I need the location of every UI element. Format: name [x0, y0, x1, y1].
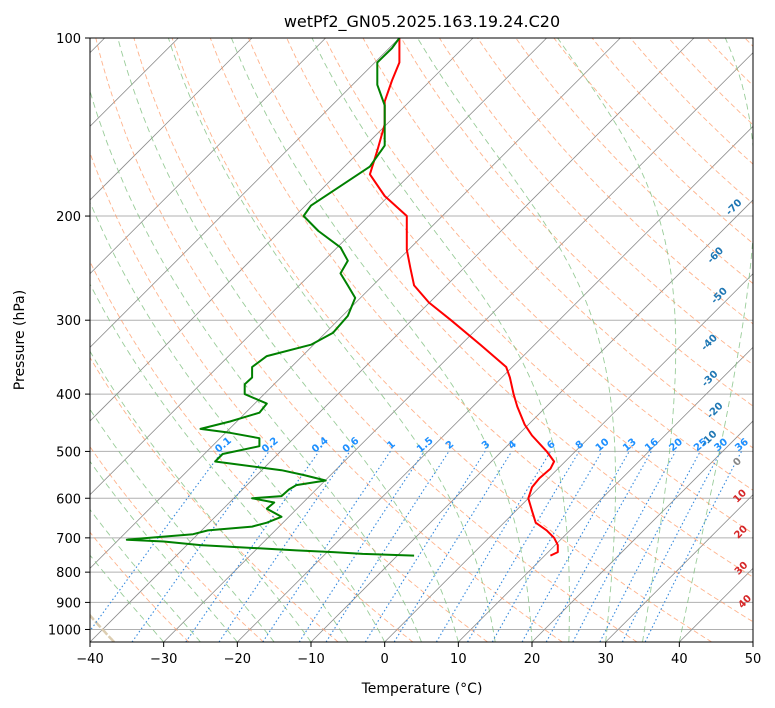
y-tick-label: 500: [56, 445, 81, 460]
mixing-ratio-line: [644, 451, 742, 642]
background-lines: [90, 38, 753, 642]
isotherm-line: [90, 38, 253, 201]
y-tick-label: 1000: [48, 623, 81, 638]
mixing-ratio-line: [131, 451, 270, 642]
isotherm-line: [90, 38, 326, 275]
moist-adiabat-line: [90, 89, 422, 642]
moist-adiabat-line: [311, 38, 570, 642]
x-tick-label: 20: [524, 652, 541, 667]
dry-adiabat-line: [95, 38, 563, 642]
x-tick-label: −30: [150, 652, 177, 667]
y-tick-label: 600: [56, 492, 81, 507]
x-tick-label: −20: [224, 652, 251, 667]
moist-adiabat-line: [90, 408, 275, 642]
y-tick-label: 700: [56, 532, 81, 547]
temperature-profile: [368, 38, 559, 557]
y-tick-label: 400: [56, 388, 81, 403]
dry-adiabat-line: [90, 356, 339, 642]
x-tick-label: −10: [297, 652, 324, 667]
moist-adiabat-line: [90, 201, 386, 642]
x-axis-title: Temperature (°C): [361, 681, 483, 697]
mixing-ratio-line: [298, 451, 425, 642]
axes: −40 −30 −20 −10 0 10 20 30 40 50 100 200 300 400 500 60…: [48, 32, 761, 667]
dry-adiabat-line: [515, 38, 753, 285]
mixing-ratio-line: [262, 451, 391, 642]
dry-adiabat-line: [439, 38, 753, 366]
isotherm-line: [384, 273, 753, 642]
x-tick-label: −40: [76, 652, 103, 667]
plot-frame: [89, 37, 754, 643]
dry-adiabat-line: [324, 38, 753, 491]
moist-adiabat-line: [90, 350, 312, 642]
moist-adiabat-line: [90, 283, 349, 642]
mixing-ratio-line: [545, 451, 652, 642]
isotherm-line: [90, 38, 474, 422]
dry-adiabat-line: [90, 260, 414, 642]
sounding-profiles: [125, 38, 559, 557]
x-tick-label: 50: [745, 652, 762, 667]
mixing-ratio-line: [521, 451, 630, 642]
mixing-ratio-line: [325, 451, 450, 642]
dry-adiabat-line: [90, 531, 190, 642]
mixing-ratio-line: [90, 451, 223, 632]
y-tick-label: 100: [56, 32, 81, 47]
isotherm-line: [90, 38, 695, 642]
dewpoint-profile: [125, 38, 415, 557]
moist-adiabat-line: [167, 38, 496, 642]
y-tick-label: 200: [56, 210, 81, 225]
chart-title: wetPf2_GN05.2025.163.19.24.C20: [284, 12, 560, 32]
moist-adiabat-line: [90, 460, 238, 642]
dry-adiabat-line: [133, 38, 638, 642]
y-tick-label: 300: [56, 314, 81, 329]
moist-adiabat-line: [117, 38, 459, 642]
dry-adiabat-line: [90, 151, 488, 642]
mixing-ratio-line: [393, 451, 513, 642]
mixing-ratio-line: [218, 451, 351, 642]
y-axis-title: Pressure (hPa): [12, 290, 28, 390]
dry-adiabat-line: [90, 445, 264, 642]
y-tick-label: 900: [56, 596, 81, 611]
isotherm-line: [163, 52, 753, 642]
mixing-ratio-line: [185, 451, 320, 642]
moist-adiabat-line: [230, 38, 533, 642]
isotherm-line: [90, 38, 547, 496]
x-tick-label: 40: [671, 652, 688, 667]
moist-adiabat-line: [557, 38, 677, 642]
isotherm-line: [237, 125, 753, 642]
dry-adiabat-line: [400, 38, 753, 407]
moist-adiabat-line: [678, 38, 753, 642]
y-tick-label: 800: [56, 566, 81, 581]
x-tick-label: 0: [381, 652, 389, 667]
isotherm-line: [531, 420, 753, 642]
x-tick-label: 30: [597, 652, 614, 667]
isotherm-line: [458, 346, 753, 642]
moist-adiabat-line: [417, 38, 617, 642]
dry-adiabat-line: [209, 38, 753, 623]
mixing-ratio-line: [572, 451, 676, 642]
moist-adiabat-line: [90, 508, 201, 642]
isotherm-line: [310, 199, 753, 642]
moist-adiabat-line: [90, 554, 165, 642]
x-tick-label: 10: [450, 652, 467, 667]
dry-adiabat-line: [171, 38, 712, 642]
dry-adiabat-line: [248, 38, 753, 578]
isotherm-line: [605, 494, 753, 642]
